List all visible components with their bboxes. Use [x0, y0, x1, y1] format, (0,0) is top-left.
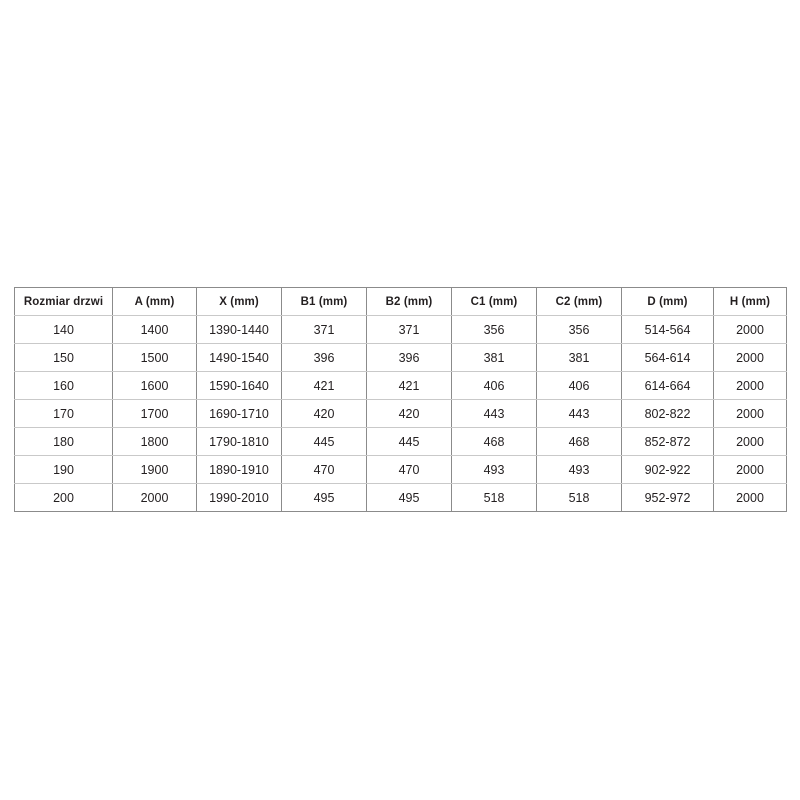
table-cell: 356	[536, 315, 622, 344]
table-cell: 1900	[112, 455, 197, 484]
table-cell: 381	[536, 343, 622, 372]
table-cell: 1700	[112, 399, 197, 428]
table-cell: 2000	[713, 343, 787, 372]
column-header-4: B2 (mm)	[366, 287, 452, 316]
table-cell: 564-614	[621, 343, 714, 372]
table-cell: 2000	[112, 483, 197, 512]
cell-door-size: 200	[14, 483, 113, 512]
table-cell: 381	[451, 343, 537, 372]
table-cell: 371	[366, 315, 452, 344]
table-row: 190 1900 1890-1910 470 470 493 493 902-922 2000	[14, 455, 787, 484]
table-cell: 1490-1540	[196, 343, 282, 372]
table-cell: 1400	[112, 315, 197, 344]
table-cell: 1890-1910	[196, 455, 282, 484]
table-row: 180 1800 1790-1810 445 445 468 468 852-872 2000	[14, 427, 787, 456]
table-cell: 1800	[112, 427, 197, 456]
table-cell: 1990-2010	[196, 483, 282, 512]
cell-door-size: 170	[14, 399, 113, 428]
table-cell: 1590-1640	[196, 371, 282, 400]
table-cell: 2000	[713, 455, 787, 484]
table-row: 170 1700 1690-1710 420 420 443 443 802-822 2000	[14, 399, 787, 428]
table-row: 200 2000 1990-2010 495 495 518 518 952-972 2000	[14, 483, 787, 512]
column-header-7: D (mm)	[621, 287, 714, 316]
table-cell: 493	[536, 455, 622, 484]
spec-table-container: Rozmiar drzwi A (mm) X (mm) B1 (mm) B2 (mm) C…	[14, 287, 787, 512]
table-cell: 2000	[713, 399, 787, 428]
table-cell: 470	[366, 455, 452, 484]
table-cell: 518	[451, 483, 537, 512]
table-cell: 614-664	[621, 371, 714, 400]
table-cell: 445	[281, 427, 367, 456]
cell-door-size: 150	[14, 343, 113, 372]
table-row: 140 1400 1390-1440 371 371 356 356 514-564 2000	[14, 315, 787, 344]
table-row: 160 1600 1590-1640 421 421 406 406 614-664 2000	[14, 371, 787, 400]
door-size-specification-table: Rozmiar drzwi A (mm) X (mm) B1 (mm) B2 (mm) C…	[14, 287, 787, 512]
table-cell: 1690-1710	[196, 399, 282, 428]
column-header-0: Rozmiar drzwi	[14, 287, 113, 316]
table-header-row: Rozmiar drzwi A (mm) X (mm) B1 (mm) B2 (mm) C…	[14, 287, 787, 316]
table-cell: 1500	[112, 343, 197, 372]
cell-door-size: 180	[14, 427, 113, 456]
table-cell: 2000	[713, 371, 787, 400]
table-cell: 356	[451, 315, 537, 344]
table-cell: 443	[536, 399, 622, 428]
cell-door-size: 160	[14, 371, 113, 400]
table-cell: 902-922	[621, 455, 714, 484]
column-header-1: A (mm)	[112, 287, 197, 316]
column-header-8: H (mm)	[713, 287, 787, 316]
table-cell: 468	[451, 427, 537, 456]
table-body: 140 1400 1390-1440 371 371 356 356 514-564 2000 1…	[14, 315, 787, 512]
table-cell: 421	[366, 371, 452, 400]
table-cell: 493	[451, 455, 537, 484]
table-cell: 1390-1440	[196, 315, 282, 344]
table-cell: 514-564	[621, 315, 714, 344]
column-header-5: C1 (mm)	[451, 287, 537, 316]
table-cell: 421	[281, 371, 367, 400]
table-cell: 852-872	[621, 427, 714, 456]
table-cell: 802-822	[621, 399, 714, 428]
table-cell: 518	[536, 483, 622, 512]
table-cell: 406	[536, 371, 622, 400]
column-header-6: C2 (mm)	[536, 287, 622, 316]
table-cell: 396	[281, 343, 367, 372]
table-cell: 420	[281, 399, 367, 428]
table-cell: 1600	[112, 371, 197, 400]
table-cell: 406	[451, 371, 537, 400]
table-cell: 495	[281, 483, 367, 512]
column-header-3: B1 (mm)	[281, 287, 367, 316]
table-cell: 2000	[736, 490, 764, 505]
table-cell: 1790-1810	[196, 427, 282, 456]
table-cell: 2000	[713, 427, 787, 456]
column-header-2: X (mm)	[196, 287, 282, 316]
cell-door-size: 190	[14, 455, 113, 484]
table-cell: 445	[366, 427, 452, 456]
cell-door-size: 140	[14, 315, 113, 344]
table-cell: 420	[366, 399, 452, 428]
table-cell: 468	[536, 427, 622, 456]
table-cell: 396	[366, 343, 452, 372]
table-cell: 470	[281, 455, 367, 484]
table-row: 150 1500 1490-1540 396 396 381 381 564-614 2000	[14, 343, 787, 372]
table-header: Rozmiar drzwi A (mm) X (mm) B1 (mm) B2 (mm) C…	[14, 287, 787, 316]
table-cell: 952-972	[621, 483, 714, 512]
table-cell: 443	[451, 399, 537, 428]
table-cell: 2000	[713, 315, 787, 344]
table-cell: 371	[281, 315, 367, 344]
table-cell: 495	[366, 483, 452, 512]
